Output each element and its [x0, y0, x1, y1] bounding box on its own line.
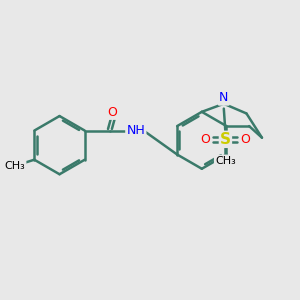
Text: O: O	[200, 133, 210, 146]
Text: S: S	[220, 132, 231, 147]
Text: NH: NH	[127, 124, 145, 137]
Text: CH₃: CH₃	[215, 156, 236, 166]
Text: CH₃: CH₃	[4, 161, 25, 171]
Text: N: N	[219, 92, 229, 104]
Text: O: O	[241, 133, 250, 146]
Text: O: O	[108, 106, 118, 119]
